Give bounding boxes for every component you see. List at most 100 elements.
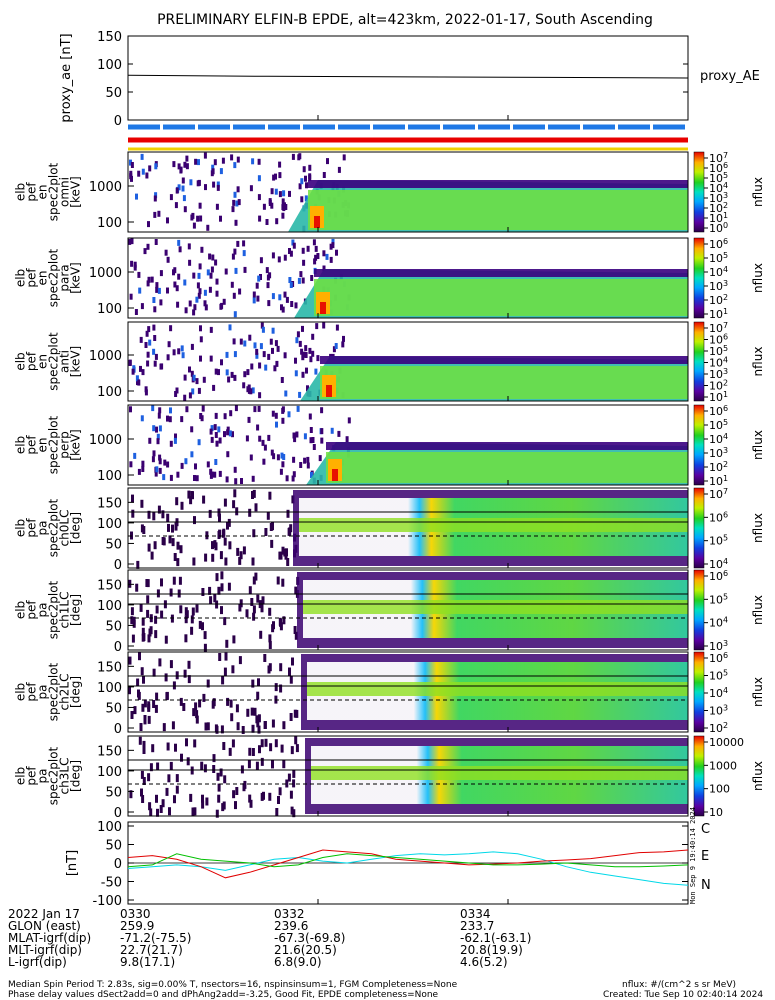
- energy-panel-2-cbar-label: nflux: [751, 347, 765, 377]
- footer-row: L-igrf(dip) 9.8(17.1) 6.8(9.0) 4.6(5.2): [8, 956, 768, 968]
- energy-panel-0-ylabel: elbpefenspec2plotomni[keV]: [14, 162, 83, 221]
- pa-panel-3-ylabel: elbpefpaspec2plotch3LC[deg]: [14, 746, 83, 805]
- pa-panel-0: 150 100 50 0 elbpefpaspec2plotch0LC[deg] 107 1…: [14, 487, 766, 573]
- pa-panel-1: 150 100 50 0 elbpefpaspec2plotch1LC[deg] 106 1…: [14, 569, 766, 655]
- pa-panel-3-colorbar: [693, 735, 705, 817]
- mag-legend-N: N: [701, 878, 711, 893]
- pa-panel-0-ylabel: elbpefpaspec2plotch0LC[deg]: [14, 498, 83, 557]
- energy-panel-0-cbar-tick: 103: [709, 191, 728, 205]
- energy-panel-3-cbar-label: nflux: [751, 430, 765, 460]
- proxy-ae-line: [127, 74, 689, 79]
- footer-cell-label: GLON (east): [8, 919, 81, 933]
- energy-panel-2: 1000100elbpefenspec2plotanti[keV]1071061…: [14, 321, 766, 404]
- energy-panel-2-cbar-tick: 101: [709, 390, 728, 404]
- footer-note-2: Phase delay values dSect2add=0 and dPhAn…: [8, 990, 439, 1000]
- energy-panel-0-cbar-label: nflux: [751, 177, 765, 207]
- energy-ytick-label: 1000: [89, 349, 122, 364]
- energy-panel-3-cbar-tick: 105: [709, 418, 728, 432]
- pa-ytick-label: 100: [97, 765, 122, 780]
- proxy-ae-yticks: 150 100 50 0: [97, 30, 688, 129]
- energy-panel-3-cbar-tick: 101: [709, 474, 728, 488]
- pa-ytick-label: 150: [97, 744, 122, 759]
- energy-ytick-label: 100: [97, 216, 122, 231]
- energy-panel-2-cbar-tick: 103: [709, 367, 728, 381]
- mag-series-lines: [127, 849, 689, 886]
- energy-panel-3: 1000100elbpefenspec2plotperp[keV]1061051…: [14, 404, 766, 488]
- energy-ytick-label: 100: [97, 302, 122, 317]
- footer-cell-v1: 259.9: [120, 919, 155, 933]
- mag-series-C: [127, 851, 689, 886]
- pa-panel-2-colorbar: [693, 651, 705, 733]
- mag-ytick-label: -100: [92, 894, 122, 909]
- pa-panel-2-cbar-tick: 102: [709, 721, 728, 735]
- mag-ytick-label: 0: [114, 857, 122, 872]
- mag-series-E: [127, 849, 689, 879]
- pa-ytick-label: 0: [114, 558, 122, 573]
- status-bars: [128, 124, 688, 151]
- footer-row: 2022 Jan 17 0330 0332 0334: [8, 908, 768, 920]
- energy-panel-0-cbar-tick: 102: [709, 201, 728, 215]
- pa-ytick-label: 100: [97, 599, 122, 614]
- energy-panel-1-cbar-tick: 102: [709, 293, 728, 307]
- pa-panel-0-cbar-tick: 105: [709, 534, 728, 548]
- pa-panel-3-cbar-label: nflux: [751, 761, 765, 791]
- pa-panel-2-cbar-tick: 104: [709, 686, 728, 700]
- energy-panel-3-cbar-tick: 103: [709, 446, 728, 460]
- mag-ytick-label: -50: [101, 876, 122, 891]
- pa-panel-1-cbar-tick: 104: [709, 616, 728, 630]
- energy-panel-1-cbar-label: nflux: [751, 263, 765, 293]
- proxy-ae-panel: proxy_ae [nT] proxy_AE 150 100 50 0: [59, 30, 760, 129]
- footer-ephemeris: 2022 Jan 17 0330 0332 0334 GLON (east) 259.9 2…: [8, 908, 768, 968]
- energy-panel-3-ylabel: elbpefenspec2plotperp[keV]: [14, 415, 83, 474]
- pa-panel-1-ylabel: elbpefpaspec2plotch1LC[deg]: [14, 580, 83, 639]
- pa-panel-2-cbar-tick: 105: [709, 669, 728, 683]
- pa-panel-0-cbar-label: nflux: [751, 513, 765, 543]
- pa-ytick-label: 0: [114, 640, 122, 655]
- energy-panel-1-cbar-tick: 103: [709, 279, 728, 293]
- energy-panel-1-colorbar: [693, 237, 705, 319]
- mag-legend: CEN: [701, 822, 711, 893]
- proxy-ytick-label: 100: [97, 58, 122, 73]
- energy-panel-0: 1000100elbpefenspec2plotomni[keV]1071061…: [14, 151, 766, 235]
- footer-cell-v1: 0330: [120, 907, 151, 921]
- mag-legend-E: E: [701, 849, 709, 864]
- figure-title: PRELIMINARY ELFIN-B EPDE, alt=423km, 202…: [157, 12, 653, 28]
- energy-panel-2-cbar-tick: 104: [709, 356, 728, 370]
- pa-panel-0-cbar-tick: 107: [709, 487, 728, 501]
- proxy-ae-legend: proxy_AE: [700, 69, 760, 84]
- footer-cell-v3: 4.6(5.2): [460, 955, 508, 969]
- energy-panel-1-cbar-tick: 104: [709, 265, 728, 279]
- energy-panel-2-ylabel: elbpefenspec2plotanti[keV]: [14, 332, 83, 391]
- mag-ylabel: [nT]: [65, 850, 80, 876]
- mag-field-panel: [nT] 100 50 0 -50 -100 CEN Mon Sep 9 19:40:1…: [65, 807, 711, 909]
- proxy-ytick-label: 0: [114, 114, 122, 129]
- energy-ytick-label: 100: [97, 469, 122, 484]
- energy-panel-1-cbar-tick: 106: [709, 237, 728, 251]
- pa-panel-1-cbar-tick: 106: [709, 569, 728, 583]
- pa-ytick-label: 150: [97, 578, 122, 593]
- pa-panel-2-cbar-tick: 106: [709, 651, 728, 665]
- footer-cell-label: L-igrf(dip): [8, 955, 67, 969]
- energy-ytick-label: 1000: [89, 433, 122, 448]
- pa-panel-1-cbar-tick: 103: [709, 639, 728, 653]
- energy-panel-3-cbar-tick: 104: [709, 432, 728, 446]
- pa-ytick-label: 50: [105, 701, 122, 716]
- energy-panel-2-cbar-tick: 102: [709, 379, 728, 393]
- mag-side-stamp: Mon Sep 9 19:40:14 2024: [689, 807, 697, 904]
- energy-panel-3-cbar-tick: 102: [709, 460, 728, 474]
- footer-note-1: Median Spin Period T: 2.83s, sig=0.00% T…: [8, 980, 458, 990]
- pa-panel-3-cbar-tick: 100: [709, 783, 730, 796]
- pa-panel-2-cbar-label: nflux: [751, 677, 765, 707]
- energy-panel-1-ylabel: elbpefenspec2plotpara[keV]: [14, 248, 83, 307]
- pa-panel-0-cbar-tick: 104: [709, 557, 728, 571]
- energy-panel-0-cbar-tick: 107: [709, 151, 728, 165]
- footer-cell-v3: -62.1(-63.1): [460, 931, 532, 945]
- energy-panel-1-cbar-tick: 105: [709, 251, 728, 265]
- energy-panel-0-cbar-tick: 106: [709, 161, 728, 175]
- footer-row: MLAT-igrf(dip) -71.2(-75.5) -67.3(-69.8) -6…: [8, 932, 768, 944]
- mag-ytick-label: 50: [105, 839, 122, 854]
- footer-cell-v3: 20.8(19.9): [460, 943, 523, 957]
- footer-cell-v1: 22.7(21.7): [120, 943, 183, 957]
- footer-cell-v2: 239.6: [274, 919, 309, 933]
- footer-cell-v3: 233.7: [460, 919, 495, 933]
